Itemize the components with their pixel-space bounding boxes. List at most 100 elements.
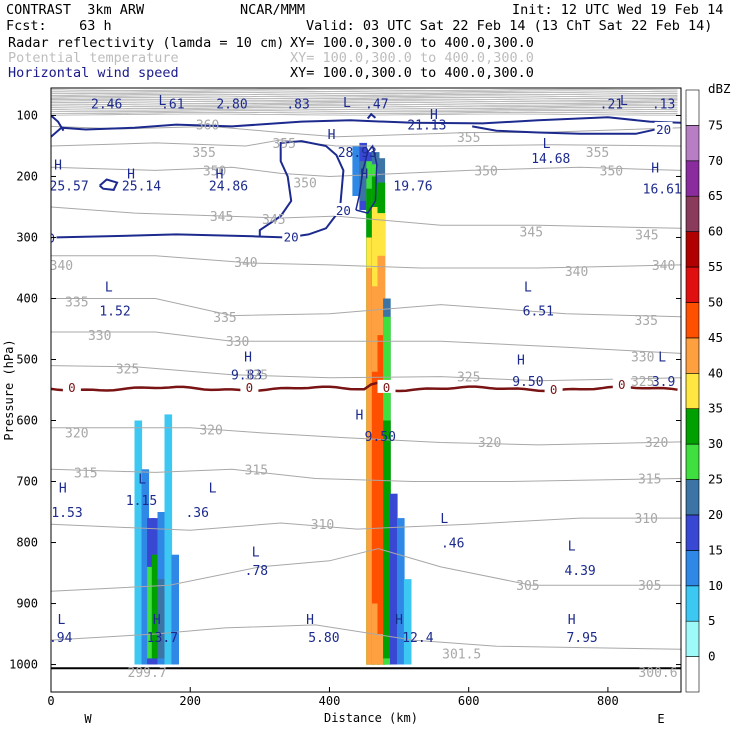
xy-theta: XY= 100.0,300.0 to 400.0,300.0 — [290, 50, 534, 66]
theta-label: 350 — [474, 164, 497, 179]
reflectivity-main-cell — [352, 146, 360, 196]
wind-label: 12.4 — [402, 631, 433, 646]
theta-label: 340 — [234, 256, 257, 271]
colorbar-tick-label: 30 — [708, 436, 723, 451]
contour-value-label: 0 — [383, 380, 391, 395]
high-marker: H — [651, 161, 659, 176]
high-marker: H — [355, 408, 363, 423]
colorbar-swatch — [685, 302, 700, 339]
wind-label: .21 — [600, 97, 623, 112]
x-tick-label: 400 — [319, 694, 341, 708]
wind-label: .47 — [365, 97, 388, 112]
colorbar-swatch — [685, 125, 700, 162]
freezing-level-line — [51, 381, 678, 393]
wind-label: 9.50 — [512, 375, 543, 390]
wind-label: 9.50 — [365, 430, 396, 445]
contour-value-label: 0 — [550, 382, 558, 397]
theta-label: 335 — [213, 311, 236, 326]
low-marker: L — [568, 540, 576, 555]
y-tick-label: 800 — [16, 536, 38, 550]
wind-label: 4.39 — [564, 564, 595, 579]
theta-line — [51, 95, 678, 98]
contour-value-label: 20 — [284, 229, 299, 244]
theta-isentrope — [51, 468, 681, 482]
low-marker: L — [105, 280, 113, 295]
wind-label: .94 — [49, 631, 73, 646]
theta-isentrope — [51, 255, 681, 269]
center-label: NCAR/MMM — [240, 2, 306, 18]
contour-label-bg — [612, 376, 631, 390]
colorbar-swatch — [685, 266, 700, 303]
wind-label: 6.51 — [523, 305, 554, 320]
theta-label: 335 — [65, 296, 88, 311]
colorbar-tick-label: 15 — [708, 542, 723, 557]
wind-contour-20 — [51, 140, 345, 239]
theta-line — [51, 97, 678, 99]
colorbar-tick-label: 5 — [708, 613, 716, 628]
colorbar-tick-label: 75 — [708, 117, 723, 132]
high-marker: H — [216, 167, 224, 182]
colorbar-swatch — [685, 337, 700, 374]
theta-label: 310 — [311, 518, 334, 533]
theta-isentrope — [51, 206, 681, 229]
colorbar-tick-label: 60 — [708, 224, 723, 239]
wind-label: 25.57 — [50, 180, 89, 195]
theta-label: 325 — [631, 375, 654, 390]
low-marker: L — [158, 94, 166, 109]
theta-line — [51, 98, 678, 101]
reflectivity-west-cell — [134, 420, 143, 665]
contour-label-bg — [544, 381, 563, 395]
wind-label: 1.52 — [99, 305, 130, 320]
reflectivity-west-cell — [157, 579, 166, 659]
init-time: Init: 12 UTC Wed 19 Feb 14 — [512, 2, 724, 18]
wind-label: .13 — [652, 97, 675, 112]
theta-line — [51, 108, 678, 111]
high-marker: H — [244, 350, 252, 365]
wind-label: 2.80 — [216, 97, 247, 112]
wind-label: 25.14 — [122, 180, 161, 195]
theta-label: 300.6 — [638, 666, 677, 681]
wind-contour-tip — [366, 112, 377, 120]
wind-label: 2.46 — [91, 97, 122, 112]
wind-label: .61 — [161, 97, 184, 112]
x-tick-label: 200 — [179, 694, 201, 708]
field-theta: Potential temperature — [8, 50, 179, 66]
y-tick-label: 900 — [16, 597, 38, 611]
valid-time: Valid: 03 UTC Sat 22 Feb 14 (13 ChT Sat … — [306, 18, 713, 34]
theta-label: 320 — [478, 436, 501, 451]
theta-label: 335 — [634, 314, 657, 329]
high-marker: H — [127, 167, 135, 182]
theta-isentrope — [51, 166, 681, 178]
theta-label: 305 — [638, 579, 661, 594]
colorbar-swatch — [685, 656, 700, 693]
contour-label-bg — [240, 379, 259, 393]
theta-line — [51, 110, 678, 113]
theta-label: 350 — [203, 164, 226, 179]
high-marker: H — [360, 167, 368, 182]
theta-isentrope — [51, 365, 681, 382]
theta-isentrope — [51, 624, 681, 650]
theta-line — [51, 105, 678, 108]
theta-label: 345 — [210, 210, 233, 225]
reflectivity-west-cell — [171, 554, 179, 665]
wind-label: 16.61 — [643, 183, 682, 198]
contour-value-label: 0 — [246, 380, 254, 395]
x-tick-label: 600 — [458, 694, 480, 708]
colorbar-tick-label: 55 — [708, 259, 723, 274]
high-marker: H — [306, 613, 314, 628]
theta-label: 330 — [226, 335, 249, 350]
wind-label: .36 — [185, 506, 208, 521]
theta-line — [51, 92, 678, 95]
contour-label-bg — [377, 379, 396, 393]
wind-label: .46 — [441, 537, 464, 552]
y-tick-label: 200 — [16, 170, 38, 184]
high-marker: H — [430, 108, 438, 123]
theta-label: 315 — [638, 473, 661, 488]
colorbar-tick-label: 25 — [708, 472, 723, 487]
reflectivity-main-cell — [383, 420, 391, 659]
theta-label: 315 — [245, 463, 268, 478]
wind-label: 21.13 — [407, 119, 446, 134]
colorbar-tick-label: 50 — [708, 295, 723, 310]
low-marker: L — [343, 96, 351, 111]
